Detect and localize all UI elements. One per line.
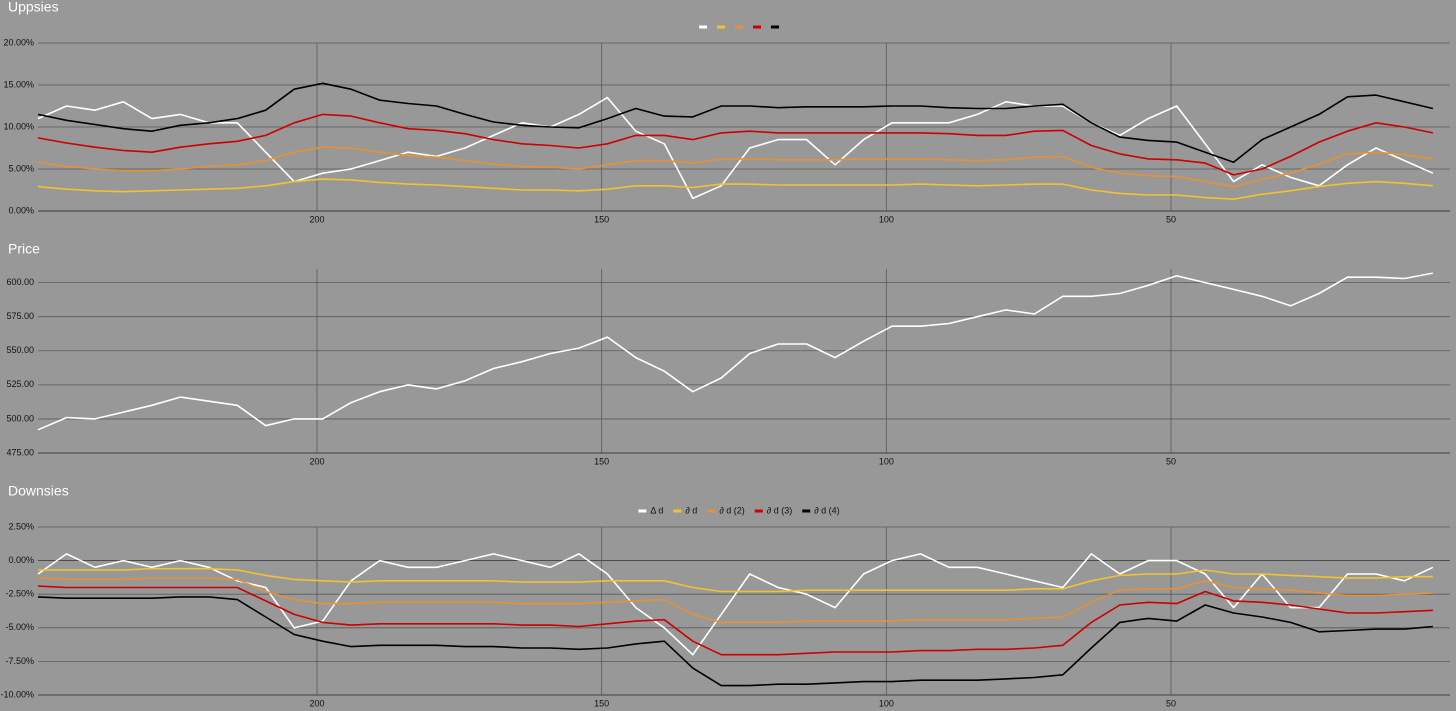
y-tick-label: 550.00 bbox=[6, 345, 34, 355]
x-tick-label: 50 bbox=[1166, 698, 1176, 708]
x-tick-label: 100 bbox=[879, 698, 894, 708]
chart-title: Uppsies bbox=[8, 0, 59, 15]
x-tick-label: 50 bbox=[1166, 214, 1176, 224]
chart-title: Downsies bbox=[8, 483, 69, 499]
legend-swatch bbox=[717, 25, 725, 29]
y-tick-label: 0.00% bbox=[8, 205, 34, 215]
x-tick-label: 100 bbox=[879, 214, 894, 224]
legend-swatch bbox=[735, 25, 743, 29]
y-tick-label: -2.50% bbox=[5, 589, 34, 599]
x-tick-label: 150 bbox=[594, 456, 609, 466]
legend-swatch bbox=[771, 25, 779, 29]
legend-swatch bbox=[707, 509, 716, 513]
x-tick-label: 50 bbox=[1166, 456, 1176, 466]
y-tick-label: 20.00% bbox=[3, 37, 34, 47]
x-tick-label: 200 bbox=[309, 698, 324, 708]
legend-label: ∂ d bbox=[685, 505, 697, 515]
series-line bbox=[37, 596, 1433, 687]
y-tick-label: 0.00% bbox=[8, 555, 34, 565]
y-tick-label: 10.00% bbox=[3, 121, 34, 131]
series-line bbox=[37, 272, 1434, 431]
y-tick-label: 2.50% bbox=[8, 521, 34, 531]
legend-swatch bbox=[802, 509, 811, 513]
y-tick-label: -7.50% bbox=[5, 656, 34, 666]
series-line bbox=[37, 82, 1434, 164]
chart-title: Price bbox=[8, 241, 40, 257]
x-tick-label: 100 bbox=[879, 456, 894, 466]
x-tick-label: 200 bbox=[309, 214, 324, 224]
x-tick-label: 150 bbox=[594, 698, 609, 708]
series-line bbox=[37, 178, 1433, 200]
series-line bbox=[37, 553, 1434, 656]
series-line bbox=[37, 113, 1434, 176]
y-tick-label: 475.00 bbox=[6, 447, 34, 457]
legend-swatch bbox=[754, 509, 763, 513]
y-tick-label: 600.00 bbox=[6, 277, 34, 287]
legend-swatch bbox=[699, 25, 707, 29]
y-tick-label: 500.00 bbox=[6, 413, 34, 423]
y-tick-label: 15.00% bbox=[3, 79, 34, 89]
series-line bbox=[37, 146, 1434, 188]
y-tick-label: 5.00% bbox=[8, 163, 34, 173]
legend-swatch bbox=[638, 509, 647, 513]
legend-label: Δ d bbox=[650, 505, 663, 515]
series-line bbox=[37, 96, 1434, 200]
series-line bbox=[37, 585, 1433, 656]
x-tick-label: 200 bbox=[309, 456, 324, 466]
y-tick-label: 525.00 bbox=[6, 379, 34, 389]
legend-label: ∂ d (4) bbox=[814, 505, 839, 515]
y-tick-label: 575.00 bbox=[6, 311, 34, 321]
y-tick-label: -5.00% bbox=[5, 622, 34, 632]
legend-swatch bbox=[753, 25, 761, 29]
series-line bbox=[38, 567, 1433, 593]
series-line bbox=[37, 577, 1433, 624]
y-tick-label: -10.00% bbox=[0, 689, 34, 699]
legend-label: ∂ d (3) bbox=[767, 505, 792, 515]
x-tick-label: 150 bbox=[594, 214, 609, 224]
legend-label: ∂ d (2) bbox=[719, 505, 744, 515]
legend-swatch bbox=[673, 509, 682, 513]
